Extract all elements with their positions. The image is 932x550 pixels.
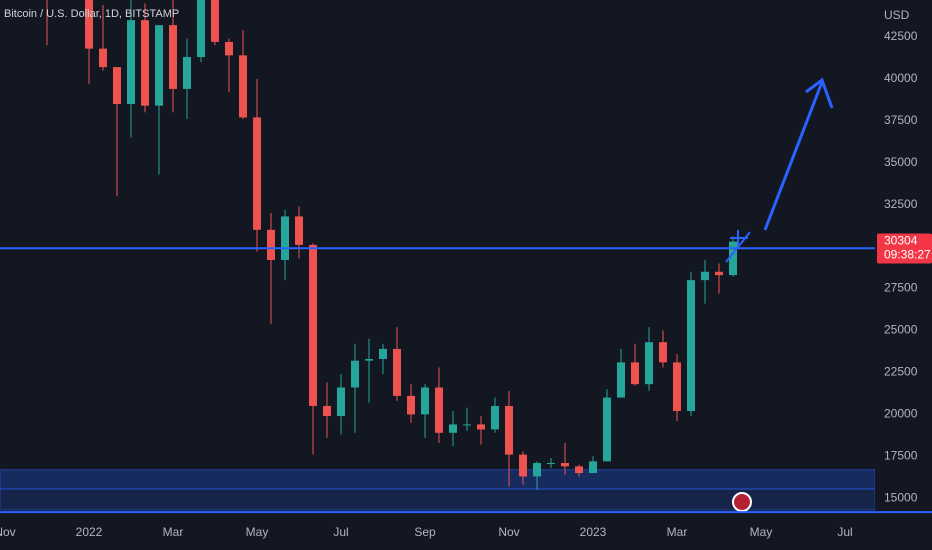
candle-body	[729, 241, 737, 276]
candle-body	[547, 462, 555, 464]
x-tick-label: Mar	[163, 525, 184, 539]
candle-body	[449, 424, 457, 433]
candle-body	[659, 342, 667, 363]
y-tick-label: 42500	[884, 29, 918, 43]
candle-body	[295, 216, 303, 245]
candle-body	[407, 395, 415, 415]
candle-body	[197, 0, 205, 58]
y-tick-label: 25000	[884, 323, 918, 337]
candle-body	[323, 405, 331, 417]
candle-body	[127, 20, 135, 105]
candle-body	[253, 117, 261, 230]
x-tick-label: May	[750, 525, 773, 539]
candle-body	[281, 216, 289, 261]
candle-body	[519, 454, 527, 477]
x-tick-label: 2023	[580, 525, 607, 539]
candle-body	[533, 462, 541, 477]
zone	[0, 488, 875, 511]
candle-body	[183, 57, 191, 89]
y-tick-label: 35000	[884, 155, 918, 169]
candle-body	[701, 271, 709, 281]
candle-body	[505, 405, 513, 455]
candle-body	[267, 229, 275, 261]
x-tick-label: Mar	[667, 525, 688, 539]
x-tick-label: Jul	[837, 525, 852, 539]
countdown-label: 09:38:27	[884, 248, 931, 262]
candle-body	[421, 387, 429, 415]
candle-body	[561, 462, 569, 467]
candle-body	[169, 25, 177, 89]
arrow-head	[805, 77, 834, 109]
x-tick-label: May	[246, 525, 269, 539]
x-tick-label: 2022	[76, 525, 103, 539]
chart-title: Bitcoin / U.S. Dollar, 1D, BITSTAMP	[4, 8, 179, 20]
y-tick-label: 27500	[884, 281, 918, 295]
candle-body	[575, 466, 583, 474]
candle-body	[225, 41, 233, 56]
candle-body	[365, 358, 373, 361]
candle-body	[85, 0, 93, 49]
candle-body	[673, 362, 681, 411]
x-tick-label: Jul	[333, 525, 348, 539]
last-price-label: 30304	[884, 234, 918, 248]
candle-body	[239, 55, 247, 118]
candle-body	[309, 244, 317, 406]
candle-body	[687, 280, 695, 411]
candle-body	[715, 271, 723, 276]
candle-body	[155, 25, 163, 106]
candle-body	[477, 424, 485, 430]
last-price-tag	[877, 233, 932, 264]
candle-body	[603, 397, 611, 462]
y-tick-label: 15000	[884, 490, 918, 504]
x-tick-label: Nov	[498, 525, 519, 539]
candle-body	[617, 362, 625, 398]
y-tick-label: 22500	[884, 365, 918, 379]
x-tick-label: Sep	[414, 525, 436, 539]
candle-body	[211, 0, 219, 42]
candle-body	[491, 405, 499, 430]
candle-body	[99, 48, 107, 68]
y-unit: USD	[884, 8, 910, 22]
candle-body	[631, 362, 639, 385]
arrow	[763, 81, 824, 231]
zone	[0, 469, 875, 490]
candle-body	[113, 67, 121, 105]
y-tick-label: 37500	[884, 113, 918, 127]
candle-body	[463, 424, 471, 426]
drawings	[725, 77, 834, 512]
y-tick-label: 40000	[884, 71, 918, 85]
x-tick-label: Nov	[0, 525, 16, 539]
y-tick-label: 17500	[884, 448, 918, 462]
y-tick-label: 32500	[884, 197, 918, 211]
candle-body	[351, 360, 359, 388]
candle-body	[379, 348, 387, 359]
plot-area	[0, 0, 875, 511]
candle-body	[435, 387, 443, 433]
candle-body	[337, 387, 345, 417]
event-icon[interactable]	[732, 492, 752, 512]
y-tick-label: 20000	[884, 407, 918, 421]
candle-body	[645, 342, 653, 385]
candle-body	[393, 348, 401, 396]
candle-body	[589, 461, 597, 474]
candle-body	[141, 20, 149, 106]
